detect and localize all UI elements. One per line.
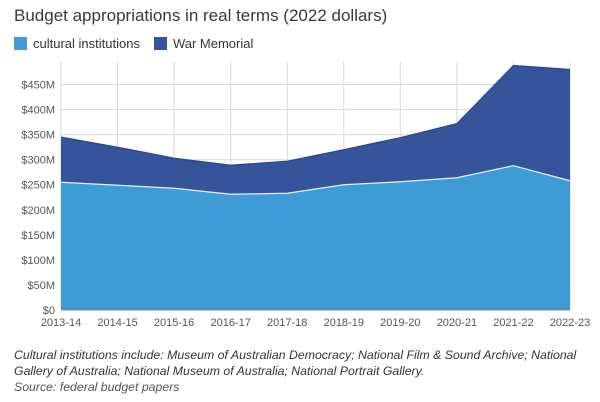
source-note: Source: federal budget papers [14,380,180,394]
x-tick-label: 2021-22 [493,317,533,329]
x-tick-label: 2018-19 [324,317,364,329]
y-tick-label: $350M [21,130,55,142]
legend-swatch-cultural [14,37,27,50]
x-tick-label: 2022-23 [550,317,590,329]
y-tick-label: $0 [43,305,55,317]
y-tick-label: $450M [21,80,55,92]
x-tick-label: 2016-17 [210,317,250,329]
footnote: Cultural institutions include: Museum of… [14,348,577,378]
area-war-memorial [61,65,570,195]
line-war-memorial [60,64,571,166]
x-tick-label: 2013-14 [41,317,81,329]
legend-label-war-memorial: War Memorial [172,36,254,51]
y-tick-label: $400M [21,105,55,117]
legend: cultural institutions War Memorial [14,36,267,51]
chart-title: Budget appropriations in real terms (202… [14,6,388,25]
x-tick-label: 2017-18 [267,317,307,329]
area-cultural-institutions [61,165,570,310]
y-tick-label: $200M [21,205,55,217]
legend-swatch-war-memorial [153,37,167,50]
y-tick-label: $300M [21,155,55,167]
legend-item-war-memorial: War Memorial [153,36,254,51]
legend-item-cultural: cultural institutions [14,36,140,51]
legend-label-cultural: cultural institutions [33,36,140,51]
y-tick-label: $100M [21,255,55,267]
x-tick-label: 2014-15 [97,317,137,329]
y-tick-label: $150M [21,230,55,242]
line-cultural-institutions [60,165,571,195]
y-tick-label: $250M [21,180,55,192]
area-chart: $0 $50M $100M $150M $200M $250M $300M $350M $400… [21,62,590,329]
y-tick-label: $50M [27,280,55,292]
x-tick-label: 2020-21 [437,317,477,329]
x-tick-label: 2019-20 [380,317,420,329]
x-tick-label: 2015-16 [154,317,194,329]
